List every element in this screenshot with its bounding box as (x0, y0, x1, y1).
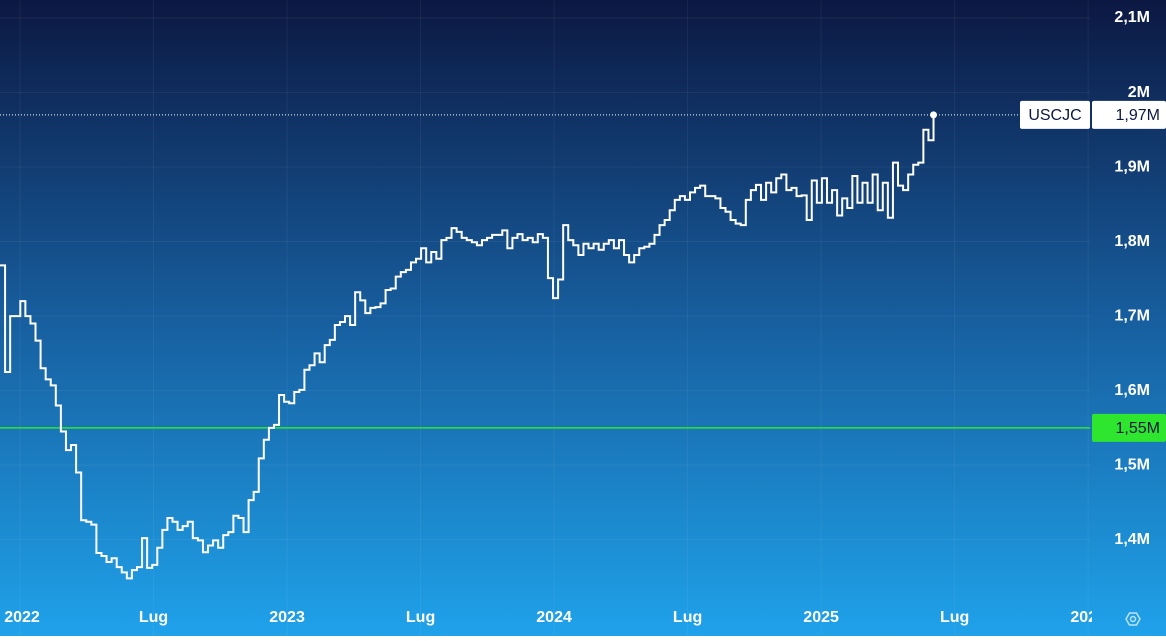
grid (0, 0, 1090, 636)
y-tick-label: 2M (1128, 84, 1150, 101)
series-name: USCJC (1028, 107, 1081, 124)
y-tick-label: 1,7M (1114, 307, 1150, 324)
y-tick-label: 1,6M (1114, 382, 1150, 399)
x-axis-labels: 2022 Lug 2023 Lug 2024 Lug 2025 Lug 2026 (4, 609, 1106, 626)
x-tick-label: 2026 (1070, 609, 1106, 626)
plot-area: 2022 Lug 2023 Lug 2024 Lug 2025 Lug 2026 (0, 111, 1106, 626)
last-value-label: 1,97M (1116, 107, 1160, 124)
y-tick-label: 1,9M (1114, 158, 1150, 175)
settings-icon[interactable] (1125, 612, 1141, 626)
x-tick-label: 2023 (269, 609, 305, 626)
last-point (930, 111, 938, 119)
y-tick-label: 2,1M (1114, 9, 1150, 26)
x-tick-label: Lug (406, 609, 435, 626)
reference-label-box (1092, 413, 1166, 442)
series-name-box (1020, 100, 1090, 129)
x-tick-label: Lug (940, 609, 969, 626)
x-tick-label: Lug (139, 609, 168, 626)
last-value-box (1092, 100, 1166, 129)
reference-label: 1,55M (1116, 420, 1160, 437)
data-line (0, 114, 935, 580)
x-tick-label: 2025 (803, 609, 839, 626)
x-tick-label: 2024 (536, 609, 572, 626)
y-tick-label: 1,5M (1114, 456, 1150, 473)
x-tick-label: Lug (673, 609, 702, 626)
y-tick-label: 1,8M (1114, 233, 1150, 250)
axis: 1,4M 1,5M 1,6M 1,7M 1,8M 1,9M 2M 2,1M 1,55M USCJC… (1020, 9, 1166, 548)
y-tick-label: 1,4M (1114, 531, 1150, 548)
x-tick-label: 2022 (4, 609, 40, 626)
